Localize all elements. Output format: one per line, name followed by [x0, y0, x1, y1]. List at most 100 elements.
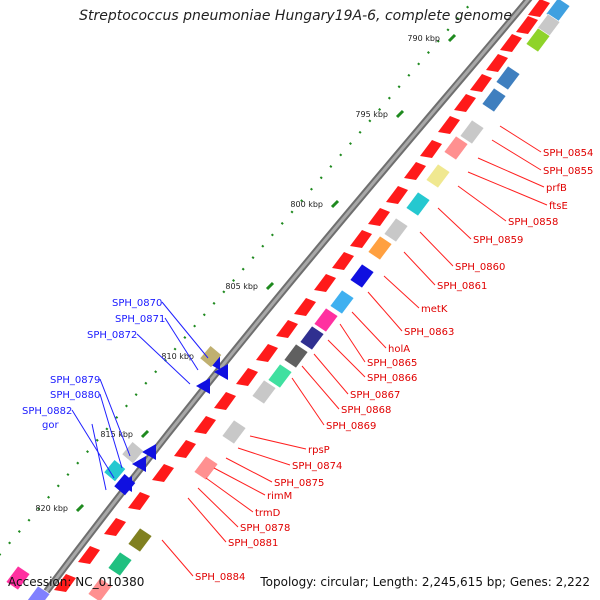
forward-gene-block [294, 298, 316, 316]
forward-label-leader [419, 231, 454, 267]
gene-labels: SPH_0854 SPH_0855 prfB ftsE SPH_0858 SPH_0859… [22, 148, 593, 583]
forward-gene-label: SPH_0859 [473, 235, 523, 246]
forward-gene-block [368, 208, 390, 226]
forward-label-leader [213, 467, 266, 496]
major-tick [265, 281, 275, 291]
gene-annotation-block [459, 119, 485, 145]
forward-gene-label: SPH_0854 [543, 148, 593, 159]
major-tick [447, 33, 457, 43]
reverse-gene-box [122, 442, 144, 464]
forward-label-leader [301, 365, 340, 410]
gene-annotation-block [425, 163, 451, 189]
major-tick [330, 199, 340, 209]
forward-gene-label: SPH_0878 [240, 523, 290, 534]
forward-gene-label: trmD [255, 508, 281, 519]
major-tick [75, 503, 85, 513]
gene-annotation-block [107, 551, 133, 577]
forward-label-leader [327, 339, 366, 378]
reverse-gene-label: gor [42, 420, 59, 431]
forward-gene-block [350, 230, 372, 248]
kbp-ticks: 790 kbp 795 kbp 800 kbp 805 kbp 810 kbp 815 k… [0, 0, 476, 556]
gene-annotation-block [525, 27, 551, 53]
forward-gene-block [54, 574, 76, 592]
kbp-label: 815 kbp [100, 430, 133, 439]
kbp-label: 805 kbp [225, 282, 258, 291]
forward-label-leader [403, 251, 436, 286]
forward-label-leader [187, 497, 227, 543]
forward-gene-block [128, 492, 150, 510]
forward-label-leader [205, 477, 254, 513]
forward-gene-label: prfB [546, 183, 567, 194]
forward-gene-block [174, 440, 196, 458]
reverse-gene-label: SPH_0870 [112, 298, 162, 309]
forward-label-leader [367, 291, 403, 332]
forward-gene-label: rimM [267, 491, 292, 502]
reverse-label-leader [161, 301, 209, 359]
forward-gene-label: SPH_0860 [455, 262, 505, 273]
kbp-label: 820 kbp [35, 504, 68, 513]
forward-gene-block [78, 546, 100, 564]
forward-gene-block [386, 186, 408, 204]
forward-gene-label: SPH_0867 [350, 390, 400, 401]
forward-gene-block [152, 464, 174, 482]
reverse-label-leader [136, 333, 191, 385]
gene-annotation-block [349, 263, 375, 289]
forward-gene-block [486, 54, 508, 72]
gene-annotation-block [443, 135, 469, 161]
reverse-gene-label: SPH_0872 [87, 330, 137, 341]
accession-text: Accession: NC_010380 [8, 575, 145, 589]
forward-label-leader [249, 435, 307, 450]
forward-gene-label: SPH_0881 [228, 538, 278, 549]
forward-gene-block [528, 0, 550, 17]
gene-annotation-block [299, 325, 325, 351]
forward-gene-block [214, 392, 236, 410]
reverse-gene-box [114, 474, 136, 496]
forward-gene-block [332, 252, 354, 270]
forward-label-leader [161, 539, 194, 577]
reverse-label-leader [71, 409, 115, 479]
map-title: Streptococcus pneumoniae Hungary19A-6, c… [79, 8, 512, 24]
forward-gene-block [454, 94, 476, 112]
reverse-label-leader [91, 423, 107, 491]
reverse-gene-box [200, 346, 222, 368]
forward-gene-label: ftsE [549, 201, 568, 212]
forward-label-leader [477, 157, 545, 188]
forward-label-leader [237, 447, 291, 466]
reverse-gene-label: SPH_0880 [50, 390, 100, 401]
gene-annotation-block [481, 87, 507, 113]
forward-label-leader [437, 207, 472, 240]
forward-gene-label: SPH_0858 [508, 217, 558, 228]
major-tick [395, 109, 405, 119]
reverse-gene-box [104, 460, 126, 482]
forward-label-leader [491, 139, 542, 171]
forward-gene-block [314, 274, 336, 292]
forward-gene-block [404, 162, 426, 180]
forward-gene-label: SPH_0869 [326, 421, 376, 432]
forward-label-leader [467, 171, 548, 206]
genome-summary-text: Topology: circular; Length: 2,245,615 bp… [260, 575, 590, 589]
forward-gene-label: SPH_0868 [341, 405, 391, 416]
forward-gene-block [236, 368, 258, 386]
forward-gene-block [256, 344, 278, 362]
gene-annotation-block [5, 565, 31, 591]
forward-gene-label: SPH_0875 [274, 478, 324, 489]
forward-label-leader [225, 457, 273, 483]
gene-annotation-block [313, 307, 339, 333]
gene-annotation-block [221, 419, 247, 445]
gene-annotation-block [27, 585, 51, 600]
forward-label-leader [339, 323, 366, 363]
forward-gene-label: rpsP [308, 445, 330, 456]
forward-gene-label: SPH_0863 [404, 327, 454, 338]
gene-annotation-block [267, 363, 293, 389]
gene-annotation-block [383, 217, 409, 243]
forward-gene-block [420, 140, 442, 158]
forward-label-leader [457, 185, 507, 222]
forward-gene-label: holA [388, 344, 410, 355]
kbp-label: 795 kbp [355, 110, 388, 119]
forward-gene-block [500, 34, 522, 52]
forward-label-leader [313, 353, 349, 395]
gene-annotation-block [405, 191, 431, 217]
forward-gene-label: SPH_0884 [195, 572, 245, 583]
